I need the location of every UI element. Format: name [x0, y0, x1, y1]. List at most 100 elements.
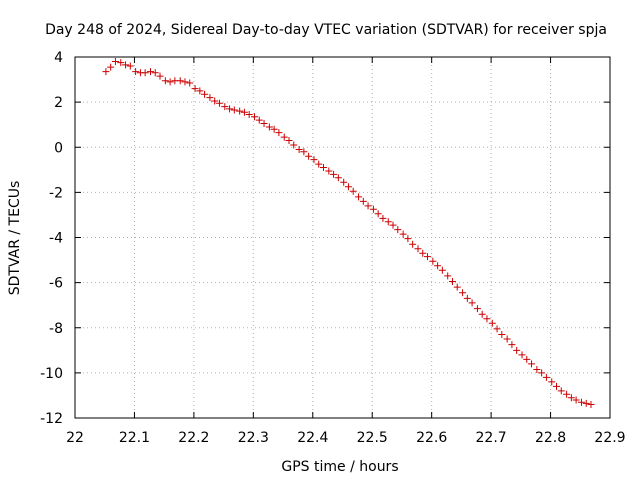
data-point: [349, 187, 357, 195]
data-point: [503, 335, 511, 343]
data-point: [340, 178, 348, 186]
data-point: [483, 315, 491, 323]
data-point: [508, 341, 516, 349]
data-point: [117, 59, 125, 67]
data-point: [221, 103, 229, 111]
data-point: [132, 68, 140, 76]
data-point: [557, 387, 565, 395]
y-tick-label: 4: [54, 50, 63, 66]
data-point: [355, 193, 363, 201]
data-point: [459, 289, 467, 297]
data-point: [245, 111, 253, 119]
y-tick-label: 2: [54, 95, 63, 111]
data-point: [364, 202, 372, 210]
data-point: [215, 99, 223, 107]
x-tick-label: 22.4: [297, 430, 328, 446]
data-point: [260, 120, 268, 128]
data-point: [518, 351, 526, 359]
data-point: [478, 310, 486, 318]
data-point: [290, 141, 298, 149]
data-point: [310, 156, 318, 164]
data-point: [438, 266, 446, 274]
data-point: [330, 170, 338, 178]
data-point: [473, 305, 481, 313]
x-axis-label: GPS time / hours: [281, 459, 398, 475]
data-points: [102, 58, 595, 408]
data-point: [577, 398, 585, 406]
data-point: [434, 262, 442, 270]
data-point: [255, 116, 263, 124]
data-point: [275, 129, 283, 137]
data-point: [201, 90, 209, 98]
data-point: [542, 373, 550, 381]
data-point: [414, 245, 422, 253]
data-point: [444, 272, 452, 280]
y-tick-label: -12: [40, 411, 63, 427]
data-point: [151, 69, 159, 77]
x-tick-label: 22: [66, 430, 84, 446]
data-point: [587, 400, 595, 408]
x-tick-label: 22.2: [178, 430, 209, 446]
axis-ticks: 22 22.1 22.2 22.3 22.4 22.5 22.6 22.7 22.8 22.9 4 2…: [40, 50, 625, 446]
y-tick-label: -2: [49, 185, 63, 201]
chart-title: Day 248 of 2024, Sidereal Day-to-day VTE…: [45, 22, 607, 38]
data-point: [161, 77, 169, 85]
data-point: [126, 62, 134, 70]
data-point: [488, 319, 496, 327]
data-point: [404, 235, 412, 243]
x-tick-label: 22.5: [357, 430, 388, 446]
data-point: [344, 183, 352, 191]
data-point: [102, 68, 110, 76]
data-point: [300, 148, 308, 156]
x-tick-label: 22.8: [535, 430, 566, 446]
data-point: [230, 106, 238, 114]
data-point: [493, 325, 501, 333]
data-point: [399, 230, 407, 238]
data-point: [572, 396, 580, 404]
data-point: [538, 369, 546, 377]
data-point: [384, 218, 392, 226]
x-tick-label: 22.7: [476, 430, 507, 446]
data-point: [548, 378, 556, 386]
data-point: [319, 164, 327, 172]
data-point: [315, 160, 323, 168]
data-point: [146, 68, 154, 76]
data-point: [285, 136, 293, 144]
data-point: [379, 214, 387, 222]
data-point: [513, 346, 521, 354]
data-point: [463, 294, 471, 302]
data-point: [325, 167, 333, 175]
y-tick-label: -4: [49, 231, 63, 247]
data-point: [419, 249, 427, 257]
x-tick-label: 22.6: [416, 430, 447, 446]
data-point: [369, 205, 377, 213]
data-point: [181, 78, 189, 86]
data-point: [359, 197, 367, 205]
data-point: [533, 365, 541, 373]
data-point: [498, 331, 506, 339]
data-point: [334, 174, 342, 182]
data-point: [523, 355, 531, 363]
data-point: [186, 79, 194, 87]
data-point: [226, 105, 234, 113]
data-point: [582, 399, 590, 407]
y-tick-label: -10: [40, 366, 63, 382]
data-point: [389, 221, 397, 229]
x-tick-label: 22.1: [119, 430, 150, 446]
data-point: [528, 360, 536, 368]
data-point: [429, 257, 437, 265]
data-point: [251, 113, 259, 121]
data-point: [176, 77, 184, 85]
data-point: [453, 283, 461, 291]
data-point: [166, 78, 174, 86]
data-point: [374, 210, 382, 218]
data-point: [394, 226, 402, 234]
data-point: [107, 63, 115, 71]
data-point: [468, 299, 476, 307]
data-point: [156, 72, 164, 80]
y-tick-label: -6: [49, 276, 63, 292]
y-tick-label: 0: [54, 140, 63, 156]
data-point: [448, 277, 456, 285]
data-point: [409, 240, 417, 248]
